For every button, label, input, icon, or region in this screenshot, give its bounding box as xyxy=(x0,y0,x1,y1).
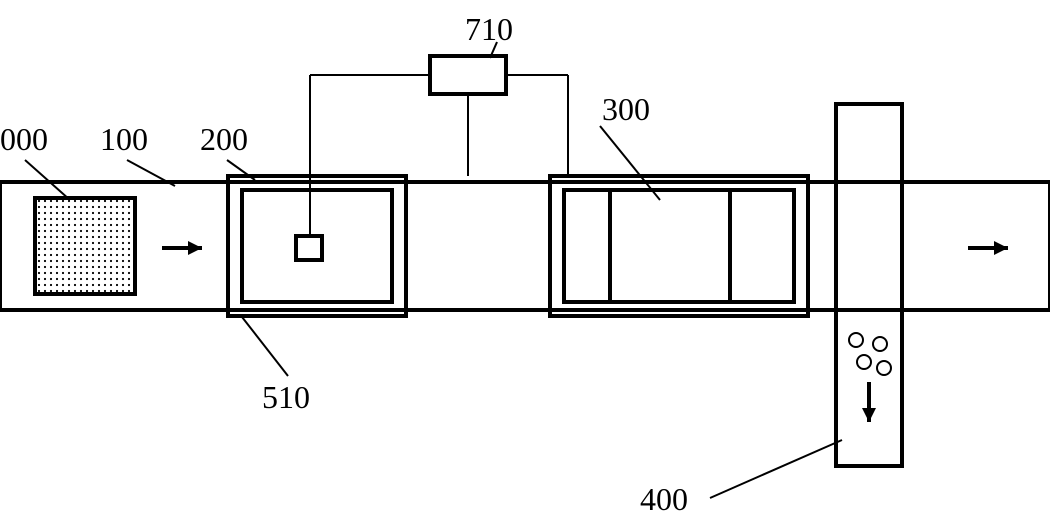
coil-200-inner xyxy=(242,190,392,302)
coil-200-outer xyxy=(228,176,406,316)
bubble-2 xyxy=(857,355,871,369)
coil-300-outer xyxy=(550,176,808,316)
label-n710: 710 xyxy=(465,11,513,47)
channel-100 xyxy=(0,182,1050,310)
label-n300: 300 xyxy=(602,91,650,127)
box-710 xyxy=(430,56,506,94)
arrow-down-400 xyxy=(862,382,876,422)
leader-n510 xyxy=(242,317,288,376)
block-300 xyxy=(610,190,730,302)
label-n100: 100 xyxy=(100,121,148,157)
bubble-1 xyxy=(873,337,887,351)
coil-300-inner-wrap xyxy=(564,190,794,302)
arrow-inflow xyxy=(162,241,202,255)
probe-510 xyxy=(296,236,322,260)
bubble-3 xyxy=(877,361,891,375)
label-n510: 510 xyxy=(262,379,310,415)
label-n400: 400 xyxy=(640,481,688,517)
label-n200: 200 xyxy=(200,121,248,157)
bubble-0 xyxy=(849,333,863,347)
leader-n400 xyxy=(710,440,842,498)
hatched-block-000 xyxy=(35,198,135,294)
label-n000: 000 xyxy=(0,121,48,157)
arrow-outflow xyxy=(968,241,1008,255)
